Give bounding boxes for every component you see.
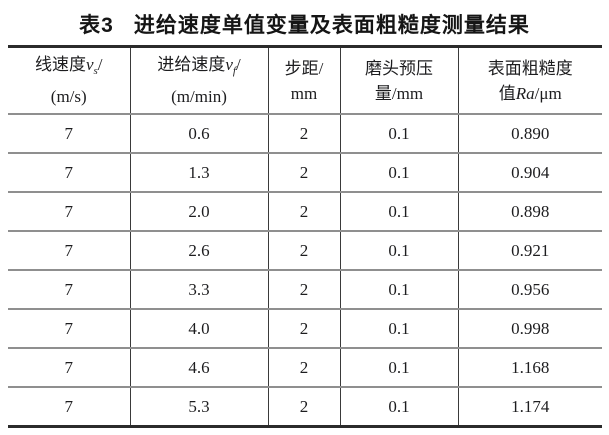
- table-title: 表3 进给速度单值变量及表面粗糙度测量结果: [0, 9, 609, 39]
- table-cell: 0.1: [339, 153, 458, 193]
- header-line: (m/min): [131, 84, 268, 109]
- table-cell: 0.921: [457, 231, 602, 271]
- table-cell: 0.1: [339, 309, 458, 349]
- table-body: 7 0.6 2 0.1 0.890 7 1.3 2 0.1 0.904 7 2.0 2 0.1 0.898 7…: [8, 114, 602, 427]
- header-line: 磨头预压: [341, 56, 458, 81]
- table-cell: 7: [8, 348, 130, 388]
- table-cell: 0.1: [339, 231, 458, 271]
- table-cell: 2.0: [129, 192, 268, 232]
- table-cell: 5.3: [129, 387, 268, 427]
- table-cell: 0.956: [457, 270, 602, 310]
- header-variable: f: [232, 65, 236, 77]
- header-text: 表面粗糙度: [487, 58, 573, 78]
- table-cell: 4.6: [129, 348, 268, 388]
- header-text: (m/s): [50, 87, 87, 106]
- table-cell: 2: [267, 153, 340, 193]
- table-cell: 2: [267, 192, 340, 232]
- header-line: 步距/: [269, 56, 340, 81]
- header-text: /μm: [534, 83, 562, 103]
- table-cell: 3.3: [129, 270, 268, 310]
- table-cell: 7: [8, 192, 130, 232]
- table-row: 7 5.3 2 0.1 1.174: [8, 387, 602, 427]
- table-cell: 1.3: [129, 153, 268, 193]
- header-text: 步距/: [284, 58, 324, 78]
- table-cell: 7: [8, 231, 130, 271]
- table-header-row: 线速度vs/(m/s) 进给速度vf/(m/min) 步距/mm 磨头预压 量/mm 表面…: [8, 46, 603, 115]
- table-cell: 0.898: [457, 192, 602, 232]
- header-variable: Ra: [515, 83, 535, 103]
- table-cell: 2: [267, 348, 340, 388]
- table-cell: 0.890: [457, 114, 602, 154]
- header-text: /: [235, 55, 241, 74]
- header-text: mm: [290, 83, 318, 103]
- header-line: 值Ra/μm: [459, 81, 603, 106]
- table-cell: 2: [267, 309, 340, 349]
- col-header-step-distance: 步距/mm: [267, 46, 340, 115]
- table-row: 7 0.6 2 0.1 0.890: [8, 114, 602, 154]
- col-header-surface-roughness: 表面粗糙度值Ra/μm: [457, 46, 603, 115]
- header-line: 量/mm: [341, 81, 458, 106]
- header-text: 量/mm: [374, 83, 424, 103]
- header-line: 表面粗糙度: [459, 56, 603, 81]
- header-variable: s: [93, 65, 98, 77]
- table-cell: 2: [267, 387, 340, 427]
- table-cell: 0.1: [339, 270, 458, 310]
- header-text: /: [97, 55, 103, 74]
- table-cell: 7: [8, 114, 130, 154]
- col-header-head-preload: 磨头预压量/mm: [339, 46, 458, 115]
- table-cell: 0.1: [339, 348, 458, 388]
- table-cell: 0.1: [339, 387, 458, 427]
- table-cell: 2: [267, 231, 340, 271]
- header-text: 磨头预压: [365, 58, 433, 78]
- header-text: (m/min): [171, 87, 227, 106]
- table-cell: 7: [8, 309, 130, 349]
- table-cell: 0.1: [339, 114, 458, 154]
- header-text: 线速度: [34, 55, 86, 74]
- table-cell: 7: [64, 396, 74, 416]
- table-cell: 2.6: [129, 231, 268, 271]
- col-header-linear-speed: 线速度vs/ (m/s): [8, 46, 130, 115]
- table-cell: 2: [267, 270, 340, 310]
- table-cell: 0.1: [339, 192, 458, 232]
- table-cell: 0.6: [129, 114, 268, 154]
- table-row: 7 2.0 2 0.1 0.898: [8, 192, 602, 232]
- table-cell: 0.904: [457, 153, 602, 193]
- table-cell: 1.174: [457, 387, 602, 427]
- table-number: 表3: [79, 14, 114, 37]
- header-line: mm: [269, 81, 340, 106]
- header-line: 线速度vs/: [8, 52, 130, 84]
- table-cell: 0.998: [457, 309, 602, 349]
- header-text: 值: [498, 83, 516, 103]
- header-line: (m/s): [8, 84, 130, 109]
- table-row: 7 1.3 2 0.1 0.904: [8, 153, 602, 193]
- table-cell: 1.168: [457, 348, 602, 388]
- table-cell: 4.0: [129, 309, 268, 349]
- results-table: 线速度vs/(m/s) 进给速度vf/(m/min) 步距/mm 磨头预压 量/mm 表面…: [8, 45, 602, 428]
- header-variable: v: [225, 55, 233, 74]
- col-header-feed-rate: 进给速度vf/ (m/min): [129, 46, 268, 115]
- header-text: 进给速度: [157, 55, 226, 74]
- table-cell: 7: [8, 153, 130, 193]
- table-caption: 进给速度单值变量及表面粗糙度测量结果: [133, 14, 530, 37]
- table-cell: 7: [8, 270, 130, 310]
- table-row: 7 3.3 2 0.1 0.956: [8, 270, 602, 310]
- table-row: 7 4.0 2 0.1 0.998: [8, 309, 602, 349]
- table-row: 7 4.6 2 0.1 1.168: [8, 348, 602, 388]
- table-cell: 2: [267, 114, 340, 154]
- header-variable: v: [85, 55, 94, 74]
- header-line: 进给速度vf/: [131, 52, 268, 84]
- table-row: 7 2.6 2 0.1 0.921: [8, 231, 602, 271]
